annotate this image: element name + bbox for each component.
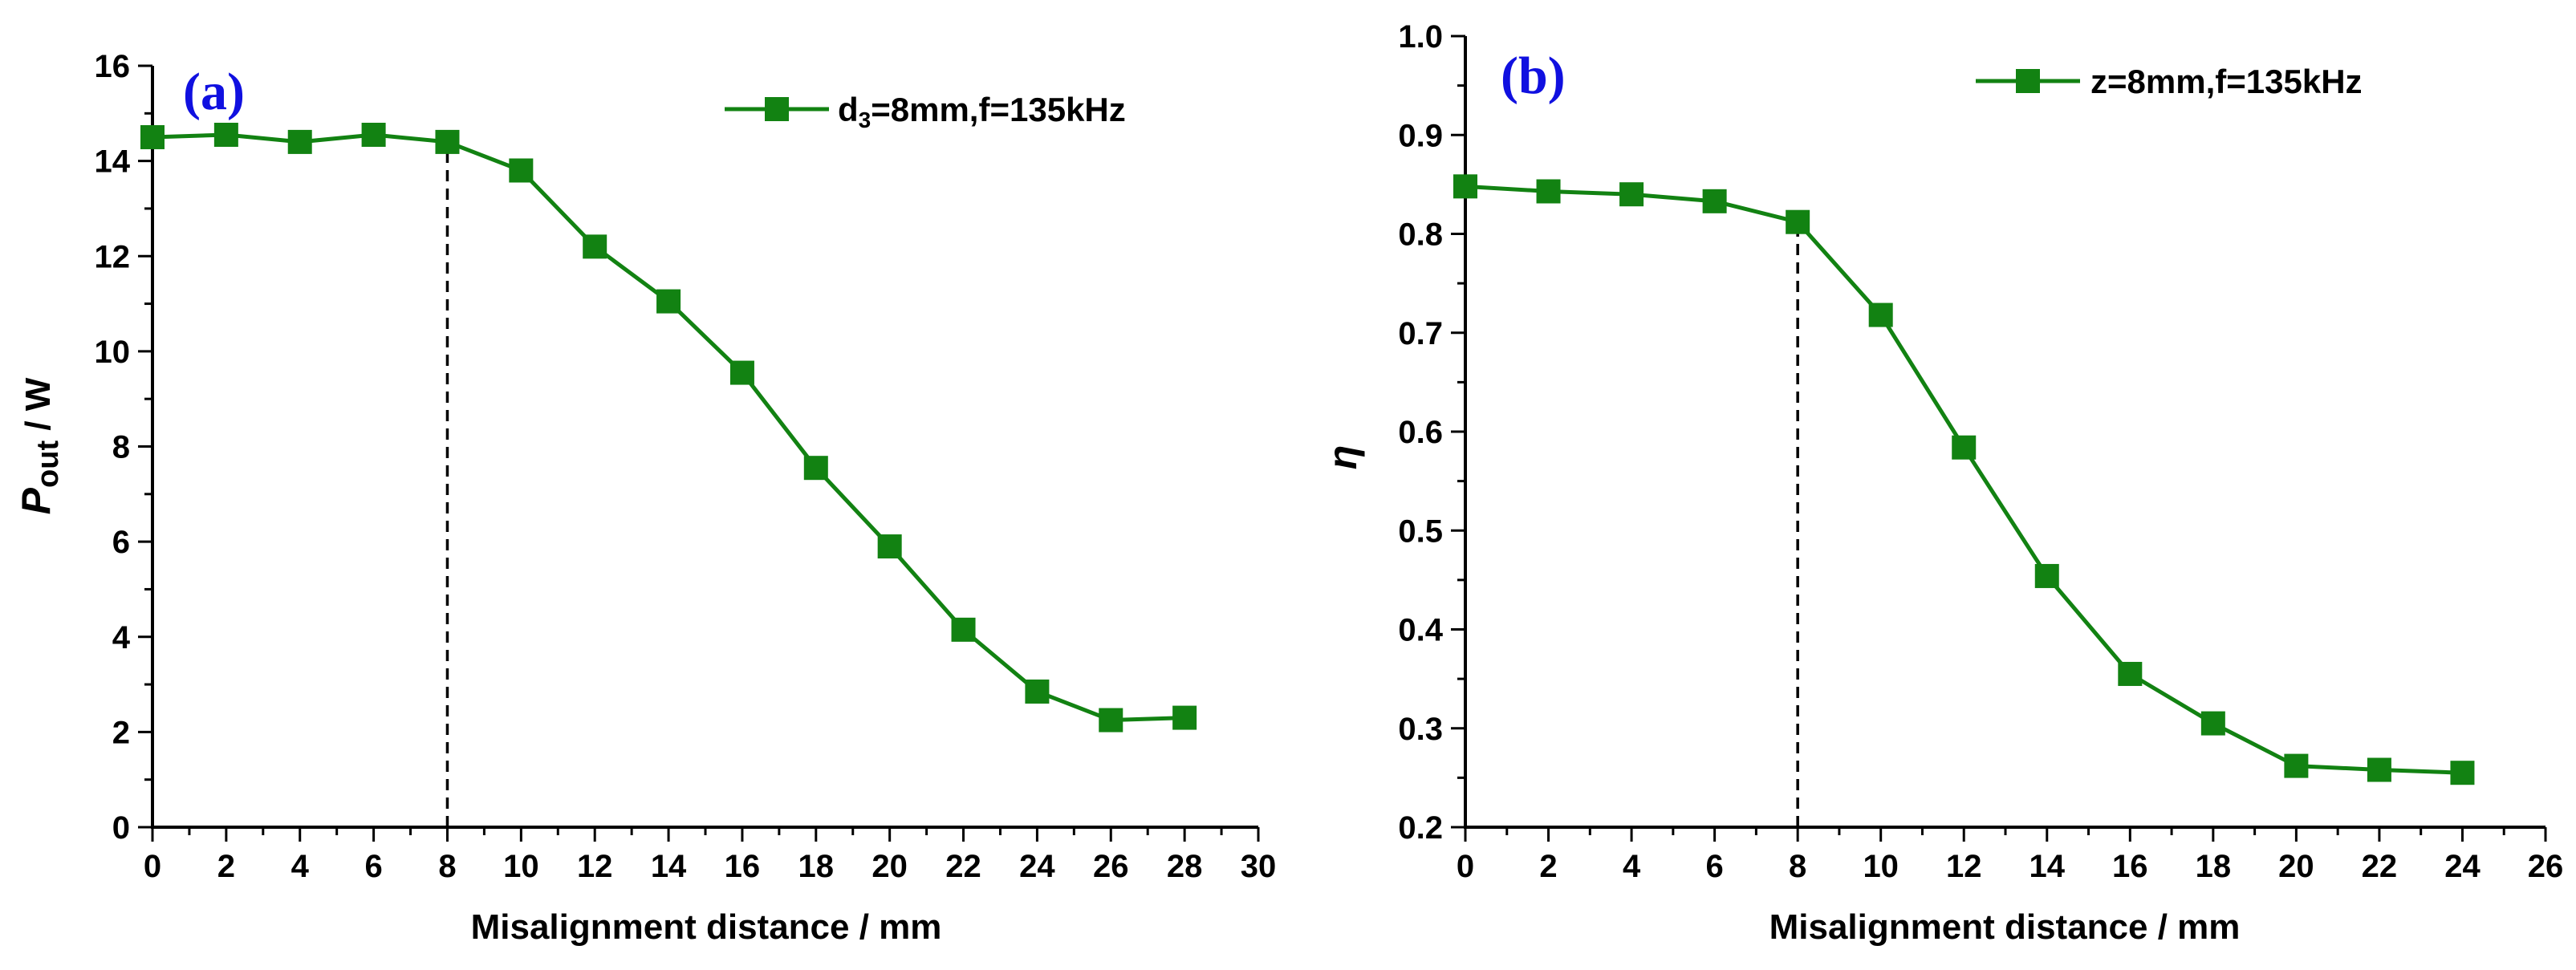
data-point-marker xyxy=(1536,179,1561,204)
data-point-marker xyxy=(1702,189,1727,213)
x-tick-label: 4 xyxy=(1623,849,1641,884)
y-tick-label: 0 xyxy=(112,810,130,846)
x-tick-label: 0 xyxy=(1457,849,1474,884)
x-tick-label: 16 xyxy=(2112,849,2148,884)
y-tick-label: 10 xyxy=(95,335,131,370)
data-point-marker xyxy=(435,129,460,154)
y-tick-label: 6 xyxy=(112,525,130,560)
y-axis-title-main: η xyxy=(1320,445,1365,470)
panel-label: (b) xyxy=(1501,47,1566,105)
legend-text-main: z=8mm,f=135kHz xyxy=(2090,63,2363,100)
data-point-marker xyxy=(287,129,312,154)
x-axis-title: Misalignment distance / mm xyxy=(1769,907,2241,947)
x-tick-label: 2 xyxy=(217,849,235,884)
y-tick-label: 4 xyxy=(112,620,131,655)
y-tick-label: 0.6 xyxy=(1398,415,1443,450)
data-point-marker xyxy=(361,123,386,148)
x-tick-label: 24 xyxy=(2444,849,2481,884)
x-tick-label: 26 xyxy=(1093,849,1129,884)
y-tick-label: 0.3 xyxy=(1398,712,1443,747)
y-tick-label: 12 xyxy=(95,239,131,274)
legend-marker xyxy=(765,97,789,121)
data-point-marker xyxy=(803,456,828,481)
x-tick-label: 20 xyxy=(872,849,908,884)
x-tick-label: 30 xyxy=(1241,849,1277,884)
x-tick-label: 22 xyxy=(945,849,981,884)
x-tick-label: 12 xyxy=(577,849,613,884)
y-tick-label: 0.8 xyxy=(1398,217,1443,253)
x-tick-label: 16 xyxy=(725,849,761,884)
y-tick-label: 2 xyxy=(112,715,130,750)
x-tick-label: 4 xyxy=(291,849,310,884)
series-line xyxy=(1465,184,2463,775)
x-tick-label: 24 xyxy=(1019,849,1055,884)
data-point-marker xyxy=(656,289,681,314)
x-tick-label: 0 xyxy=(144,849,161,884)
y-tick-label: 16 xyxy=(95,49,131,84)
x-tick-label: 8 xyxy=(1789,849,1806,884)
data-point-marker xyxy=(509,158,534,183)
data-point-marker xyxy=(2450,761,2475,785)
data-point-marker xyxy=(213,123,238,148)
x-tick-label: 6 xyxy=(364,849,382,884)
data-point-marker xyxy=(1453,174,1477,199)
x-tick-label: 14 xyxy=(651,849,687,884)
y-tick-label: 0.7 xyxy=(1398,316,1443,351)
x-tick-label: 12 xyxy=(1946,849,1982,884)
y-tick-label: 8 xyxy=(112,430,130,465)
series-line xyxy=(152,132,1185,723)
data-point-marker xyxy=(2200,711,2225,736)
legend-marker xyxy=(2016,69,2040,93)
x-tick-label: 8 xyxy=(438,849,456,884)
x-tick-label: 18 xyxy=(2196,849,2232,884)
x-tick-label: 28 xyxy=(1167,849,1203,884)
x-tick-label: 20 xyxy=(2278,849,2314,884)
data-point-marker xyxy=(2367,757,2391,782)
data-point-marker xyxy=(1868,302,1893,327)
x-axis-title: Misalignment distance / mm xyxy=(471,907,942,947)
x-tick-label: 2 xyxy=(1539,849,1557,884)
data-point-marker xyxy=(583,234,607,259)
y-tick-label: 1.0 xyxy=(1398,19,1443,55)
data-point-marker xyxy=(2034,563,2059,588)
data-point-marker xyxy=(877,534,902,559)
chart-a: 0 2 4 6 8 10 12 14 16 18 20 22 24 26 28 300246810121416… xyxy=(14,49,1276,947)
y-axis-title: Pout / W xyxy=(14,377,65,514)
y-tick-label: 0.5 xyxy=(1398,513,1443,549)
data-point-marker xyxy=(140,124,165,149)
y-axis-title-unit: / W xyxy=(18,377,58,440)
data-point-marker xyxy=(1952,435,1977,460)
data-point-marker xyxy=(1099,708,1123,733)
x-tick-label: 10 xyxy=(503,849,539,884)
data-point-marker xyxy=(1025,679,1050,704)
legend-text-main: d xyxy=(838,91,859,128)
data-point-marker xyxy=(2284,753,2309,778)
x-tick-label: 6 xyxy=(1705,849,1723,884)
x-tick-label: 18 xyxy=(798,849,835,884)
data-point-marker xyxy=(1786,209,1810,234)
data-point-marker xyxy=(2118,661,2143,686)
y-tick-label: 0.2 xyxy=(1398,810,1443,846)
data-point-marker xyxy=(951,617,976,642)
legend-text-rest: =8mm,f=135kHz xyxy=(871,91,1126,128)
x-tick-label: 26 xyxy=(2528,849,2564,884)
x-tick-label: 22 xyxy=(2362,849,2398,884)
legend-label: z=8mm,f=135kHz xyxy=(2090,63,2363,100)
x-tick-label: 14 xyxy=(2030,849,2066,884)
x-tick-label: 10 xyxy=(1863,849,1899,884)
y-tick-label: 14 xyxy=(95,144,131,180)
legend-text-subscript: 3 xyxy=(859,108,872,132)
y-tick-label: 0.4 xyxy=(1398,613,1443,648)
panel-label: (a) xyxy=(183,63,245,121)
y-tick-label: 0.9 xyxy=(1398,118,1443,153)
y-axis-title-subscript: out xyxy=(31,440,65,488)
data-point-marker xyxy=(729,360,754,385)
data-point-marker xyxy=(1619,182,1644,207)
legend-label: d3=8mm,f=135kHz xyxy=(838,91,1126,132)
y-axis-title-main: P xyxy=(14,487,59,514)
y-axis-title: η xyxy=(1320,445,1365,470)
data-point-marker xyxy=(1172,705,1197,730)
chart-b: 0 2 4 6 8 10 12 14 16 18 20 22 24 260.20.30.40.50.60.… xyxy=(1320,19,2563,947)
